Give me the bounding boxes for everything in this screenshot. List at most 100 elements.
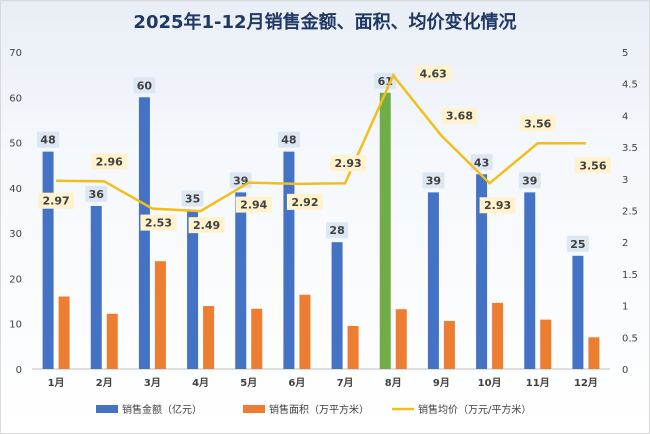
x-tick-label: 9月: [433, 377, 450, 389]
bar-amount-label: 43: [474, 156, 489, 169]
price-label-bg: [188, 217, 225, 234]
price-label-bg: [415, 65, 452, 82]
x-tick-label: 1月: [48, 377, 65, 389]
bar-area: [347, 325, 359, 369]
price-label: 2.96: [96, 155, 123, 168]
x-tick-label: 8月: [385, 377, 402, 389]
price-label-bg: [574, 157, 611, 174]
bar-amount-label-bg: [470, 154, 493, 171]
legend-label-amount: 销售金额（亿元）: [122, 403, 202, 416]
bar-amount-label: 39: [426, 174, 441, 187]
x-tick-label: 12月: [574, 377, 598, 389]
bar-amount: [138, 97, 150, 370]
bar-amount-label-bg: [374, 72, 397, 89]
y-tick-label: 40: [9, 184, 22, 195]
bar-area: [299, 294, 311, 369]
bar-amount-label-bg: [422, 172, 445, 189]
x-tick-label: 5月: [240, 377, 257, 389]
bar-amount-label: 48: [40, 134, 55, 147]
bar-amount: [427, 192, 439, 369]
x-tick-label: 11月: [526, 377, 550, 389]
bar-amount-label-bg: [85, 185, 108, 202]
y2-tick-label: 1: [622, 302, 628, 313]
legend-label-area: 销售面积（万平方米）: [269, 403, 369, 416]
bar-amount-label: 48: [281, 134, 296, 147]
y2-tick-label: 1.5: [622, 270, 638, 281]
price-label-bg: [330, 155, 367, 172]
price-label-bg: [38, 192, 75, 209]
price-label: 2.92: [291, 196, 318, 209]
bar-amount: [476, 174, 488, 369]
y-tick-label: 60: [9, 93, 22, 104]
y-tick-label: 50: [9, 139, 22, 150]
chart-title: 2025年1-12月销售金额、面积、均价变化情况: [133, 12, 517, 33]
bar-amount: [331, 242, 343, 369]
price-label-bg: [286, 193, 323, 210]
y2-tick-label: 2: [622, 238, 628, 249]
bar-amount-label-bg: [326, 222, 349, 239]
bar-amount-label: 35: [185, 193, 200, 206]
price-label: 3.56: [579, 159, 606, 172]
price-label-bg: [479, 197, 516, 214]
bar-amount-label: 36: [89, 188, 105, 201]
price-label-bg: [140, 214, 177, 231]
price-label-bg: [519, 115, 556, 132]
x-tick-label: 6月: [288, 377, 305, 389]
y2-tick-label: 4: [622, 111, 628, 122]
x-tick-label: 3月: [144, 377, 161, 389]
price-label-bg: [441, 107, 478, 124]
bar-area: [58, 296, 70, 369]
price-label: 4.63: [420, 67, 447, 80]
legend-label-price: 销售均价（万元/平方米）: [418, 403, 531, 416]
price-label-bg: [235, 196, 272, 213]
bar-amount-label: 39: [522, 174, 537, 187]
x-tick-label: 7月: [337, 377, 354, 389]
x-tick-label: 10月: [478, 377, 502, 389]
price-label: 2.53: [145, 217, 172, 230]
bar-amount: [524, 192, 536, 369]
y2-tick-label: 0.5: [622, 333, 638, 344]
bar-area: [203, 306, 215, 369]
y2-tick-label: 5: [622, 48, 628, 59]
y-tick-label: 70: [9, 48, 22, 59]
y2-tick-label: 3.5: [622, 143, 638, 154]
price-label: 2.93: [484, 199, 511, 212]
y-tick-label: 0: [16, 365, 22, 376]
bar-area: [588, 337, 600, 369]
x-tick-label: 2月: [96, 377, 113, 389]
y2-tick-label: 4.5: [622, 80, 638, 91]
bar-amount: [572, 255, 584, 369]
bar-area: [540, 319, 552, 369]
bar-amount: [235, 192, 247, 369]
bar-area: [154, 261, 166, 369]
bar-amount-label-bg: [181, 190, 204, 207]
price-line: [56, 73, 586, 213]
y-tick-label: 20: [9, 274, 22, 285]
y2-tick-label: 2.5: [622, 207, 638, 218]
legend-swatch-amount: [96, 405, 118, 413]
price-label: 2.97: [43, 195, 70, 208]
bar-amount: [379, 92, 391, 369]
bar-amount-label-bg: [37, 131, 60, 148]
bar-amount: [42, 151, 54, 369]
price-label: 3.68: [446, 110, 473, 123]
bar-amount-label-bg: [133, 77, 156, 94]
y2-tick-label: 3: [622, 175, 628, 186]
bar-area: [395, 309, 407, 369]
price-label: 2.49: [193, 219, 220, 232]
bar-amount-label: 25: [570, 238, 585, 251]
x-tick-label: 4月: [192, 377, 209, 389]
bar-amount: [187, 210, 199, 369]
bar-amount-label-bg: [518, 172, 541, 189]
bar-amount: [283, 151, 295, 369]
price-label: 3.56: [524, 117, 551, 130]
price-label: 2.93: [335, 157, 362, 170]
bar-area: [443, 320, 455, 369]
bar-amount-label: 60: [137, 79, 153, 92]
bar-area: [251, 308, 263, 369]
bar-amount-label: 28: [329, 224, 344, 237]
bar-amount-label-bg: [277, 131, 300, 148]
y2-tick-label: 0: [622, 365, 628, 376]
y-tick-label: 30: [9, 229, 22, 240]
